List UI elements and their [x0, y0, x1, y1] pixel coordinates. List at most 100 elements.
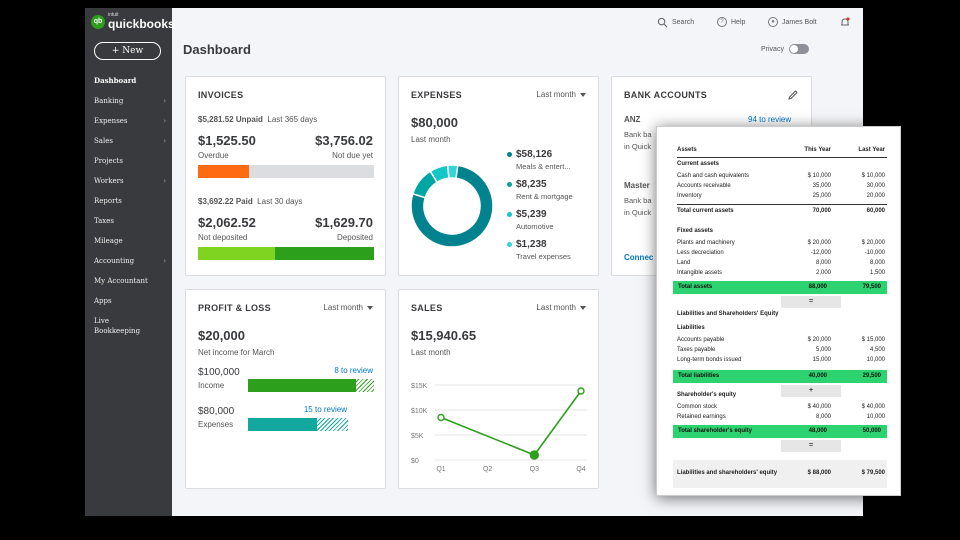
legend-dot-icon: [507, 181, 512, 187]
balance-cell: 8,000: [815, 260, 831, 266]
paid-bar[interactable]: [198, 247, 374, 260]
balance-cell: Liabilities and shareholders' equity: [677, 470, 778, 476]
sidebar-item-expenses[interactable]: Expenses ›: [85, 114, 172, 134]
pnl-net-label: Net income for March: [198, 348, 275, 357]
unpaid-bar[interactable]: [198, 165, 374, 178]
invoices-unpaid: $5,281.52 Unpaid Last 365 days: [198, 115, 317, 124]
bank-account1-line1: Bank ba: [624, 130, 652, 139]
invoices-card[interactable]: INVOICES $5,281.52 Unpaid Last 365 days …: [185, 76, 386, 276]
bank-accounts-title: BANK ACCOUNTS: [624, 90, 708, 100]
balance-cell: Accounts payable: [677, 337, 725, 343]
bank-review-link[interactable]: 94 to review: [748, 115, 792, 124]
deposited-label: Deposited: [336, 233, 373, 242]
balance-operator: +: [781, 385, 841, 397]
balance-row: Inventory 25,000 20,000: [677, 193, 887, 202]
income-review-link[interactable]: 8 to review: [334, 366, 373, 375]
balance-cell: 60,000: [866, 208, 885, 214]
balance-operator: =: [781, 296, 841, 308]
sales-point[interactable]: [529, 450, 540, 460]
total-current-assets-row: Total current assets 70,000 60,000: [677, 208, 887, 217]
expenses-legend: $58,126 Meals & entert... $8,235 Rent & mor…: [507, 149, 597, 269]
balance-cell: $ 20,000: [861, 240, 885, 246]
help-label: Help: [731, 18, 746, 26]
bank-account2-line1: Bank ba: [624, 196, 652, 205]
sidebar-item-projects[interactable]: Projects: [85, 154, 172, 174]
sidebar-item-label: Live Bookkeeping: [94, 317, 141, 335]
balance-cell: 5,000: [815, 347, 831, 353]
balance-cell: Current assets: [677, 161, 720, 167]
balance-row: Retained earnings 8,000 10,000: [677, 414, 887, 423]
y-tick-label: $10K: [411, 408, 428, 415]
balance-total-cell: 79,500: [862, 284, 881, 290]
expense-category-label: Travel expenses: [516, 252, 571, 261]
legend-dot-icon: [507, 241, 512, 247]
sidebar-item-banking[interactable]: Banking ›: [85, 94, 172, 114]
expense-amount: $5,239: [507, 209, 597, 220]
sidebar-item-label: Accounting: [94, 257, 135, 265]
expense-amount-text: $5,239: [516, 209, 547, 220]
bank-account-master[interactable]: Master: [624, 181, 650, 190]
balance-total-cell: Total liabilities: [678, 373, 720, 379]
quickbooks-logo[interactable]: qb intuit quickbooks: [91, 13, 175, 30]
income-fill: [248, 379, 357, 392]
pnl-period-dropdown[interactable]: Last month: [323, 303, 373, 312]
privacy-toggle-group[interactable]: Privacy: [761, 44, 809, 54]
sidebar-item-my-accountant[interactable]: My Accountant: [85, 274, 172, 294]
sales-point[interactable]: [577, 387, 585, 395]
balance-cell: Land: [677, 260, 691, 266]
expense-legend-item[interactable]: $1,238 Travel expenses: [507, 239, 597, 269]
balance-row: Accounts receivable 35,000 30,000: [677, 183, 887, 192]
income-bar[interactable]: [248, 379, 374, 392]
sales-period-dropdown[interactable]: Last month: [536, 303, 586, 312]
balance-total-cell: 88,000: [808, 284, 827, 290]
sidebar-item-mileage[interactable]: Mileage: [85, 234, 172, 254]
sidebar-item-accounting[interactable]: Accounting ›: [85, 254, 172, 274]
balance-cell: Taxes payable: [677, 347, 716, 353]
expenses-donut-chart[interactable]: [409, 163, 495, 249]
help-button[interactable]: ? Help: [717, 17, 745, 27]
profit-loss-card[interactable]: PROFIT & LOSS Last month $20,000 Net inc…: [185, 289, 386, 489]
expenses-card[interactable]: EXPENSES Last month $80,000 Last month $…: [398, 76, 599, 276]
sidebar-item-sales[interactable]: Sales ›: [85, 134, 172, 154]
unpaid-period: Last 365 days: [267, 115, 318, 124]
sidebar-item-workers[interactable]: Workers ›: [85, 174, 172, 194]
expense-legend-item[interactable]: $58,126 Meals & entert...: [507, 149, 597, 179]
notifications-button[interactable]: [840, 17, 850, 28]
sidebar-item-dashboard[interactable]: Dashboard: [85, 74, 172, 94]
chevron-right-icon: ›: [163, 117, 166, 125]
privacy-toggle[interactable]: [788, 44, 809, 54]
user-menu[interactable]: ● James Bolt: [768, 17, 817, 27]
sidebar-item-reports[interactable]: Reports: [85, 194, 172, 214]
pencil-icon[interactable]: [787, 89, 799, 101]
expense-legend-item[interactable]: $5,239 Automotive: [507, 209, 597, 239]
search-button[interactable]: Search: [657, 17, 694, 28]
help-icon: ?: [717, 17, 727, 27]
balance-cell: Liabilities: [677, 325, 705, 331]
expense-legend-item[interactable]: $8,235 Rent & mortgage: [507, 179, 597, 209]
balance-cell: Accounts receivable: [677, 183, 731, 189]
expenses-review-link[interactable]: 15 to review: [303, 405, 347, 414]
donut-slice-0[interactable]: [410, 164, 494, 248]
balance-cell: Cash and cash equivalents: [677, 173, 750, 179]
donut-slice-3[interactable]: [446, 164, 459, 180]
sales-card[interactable]: SALES Last month $15,940.65 Last month $…: [398, 289, 599, 489]
balance-cell: Plants and machinery: [677, 240, 735, 246]
notdeposited-value: $2,062.52: [198, 215, 256, 230]
sales-line-chart[interactable]: $0 $5K $10K $15K Q1 Q2 Q3 Q4: [399, 368, 599, 473]
connect-link[interactable]: Connec: [624, 253, 654, 262]
sidebar-item-live-bookkeeping[interactable]: Live Bookkeeping: [85, 314, 172, 340]
balance-cell: $ 40,000: [807, 404, 831, 410]
new-button[interactable]: + New: [94, 42, 161, 60]
balance-row: Less decreciation -12,000 -10,000: [677, 250, 887, 259]
balance-header-row: Assets This Year Last Year: [677, 147, 887, 156]
pnl-expenses-bar[interactable]: [248, 418, 348, 431]
liabilities-heading: Liabilities: [677, 325, 887, 334]
bank-account-anz[interactable]: ANZ: [624, 115, 641, 124]
sales-point[interactable]: [437, 413, 445, 422]
sidebar-item-label: Sales: [94, 137, 113, 145]
search-label: Search: [672, 19, 695, 26]
sidebar-item-apps[interactable]: Apps: [85, 294, 172, 314]
sidebar-item-taxes[interactable]: Taxes: [85, 214, 172, 234]
y-tick-label: $0: [411, 458, 419, 465]
expenses-period-dropdown[interactable]: Last month: [536, 90, 586, 99]
